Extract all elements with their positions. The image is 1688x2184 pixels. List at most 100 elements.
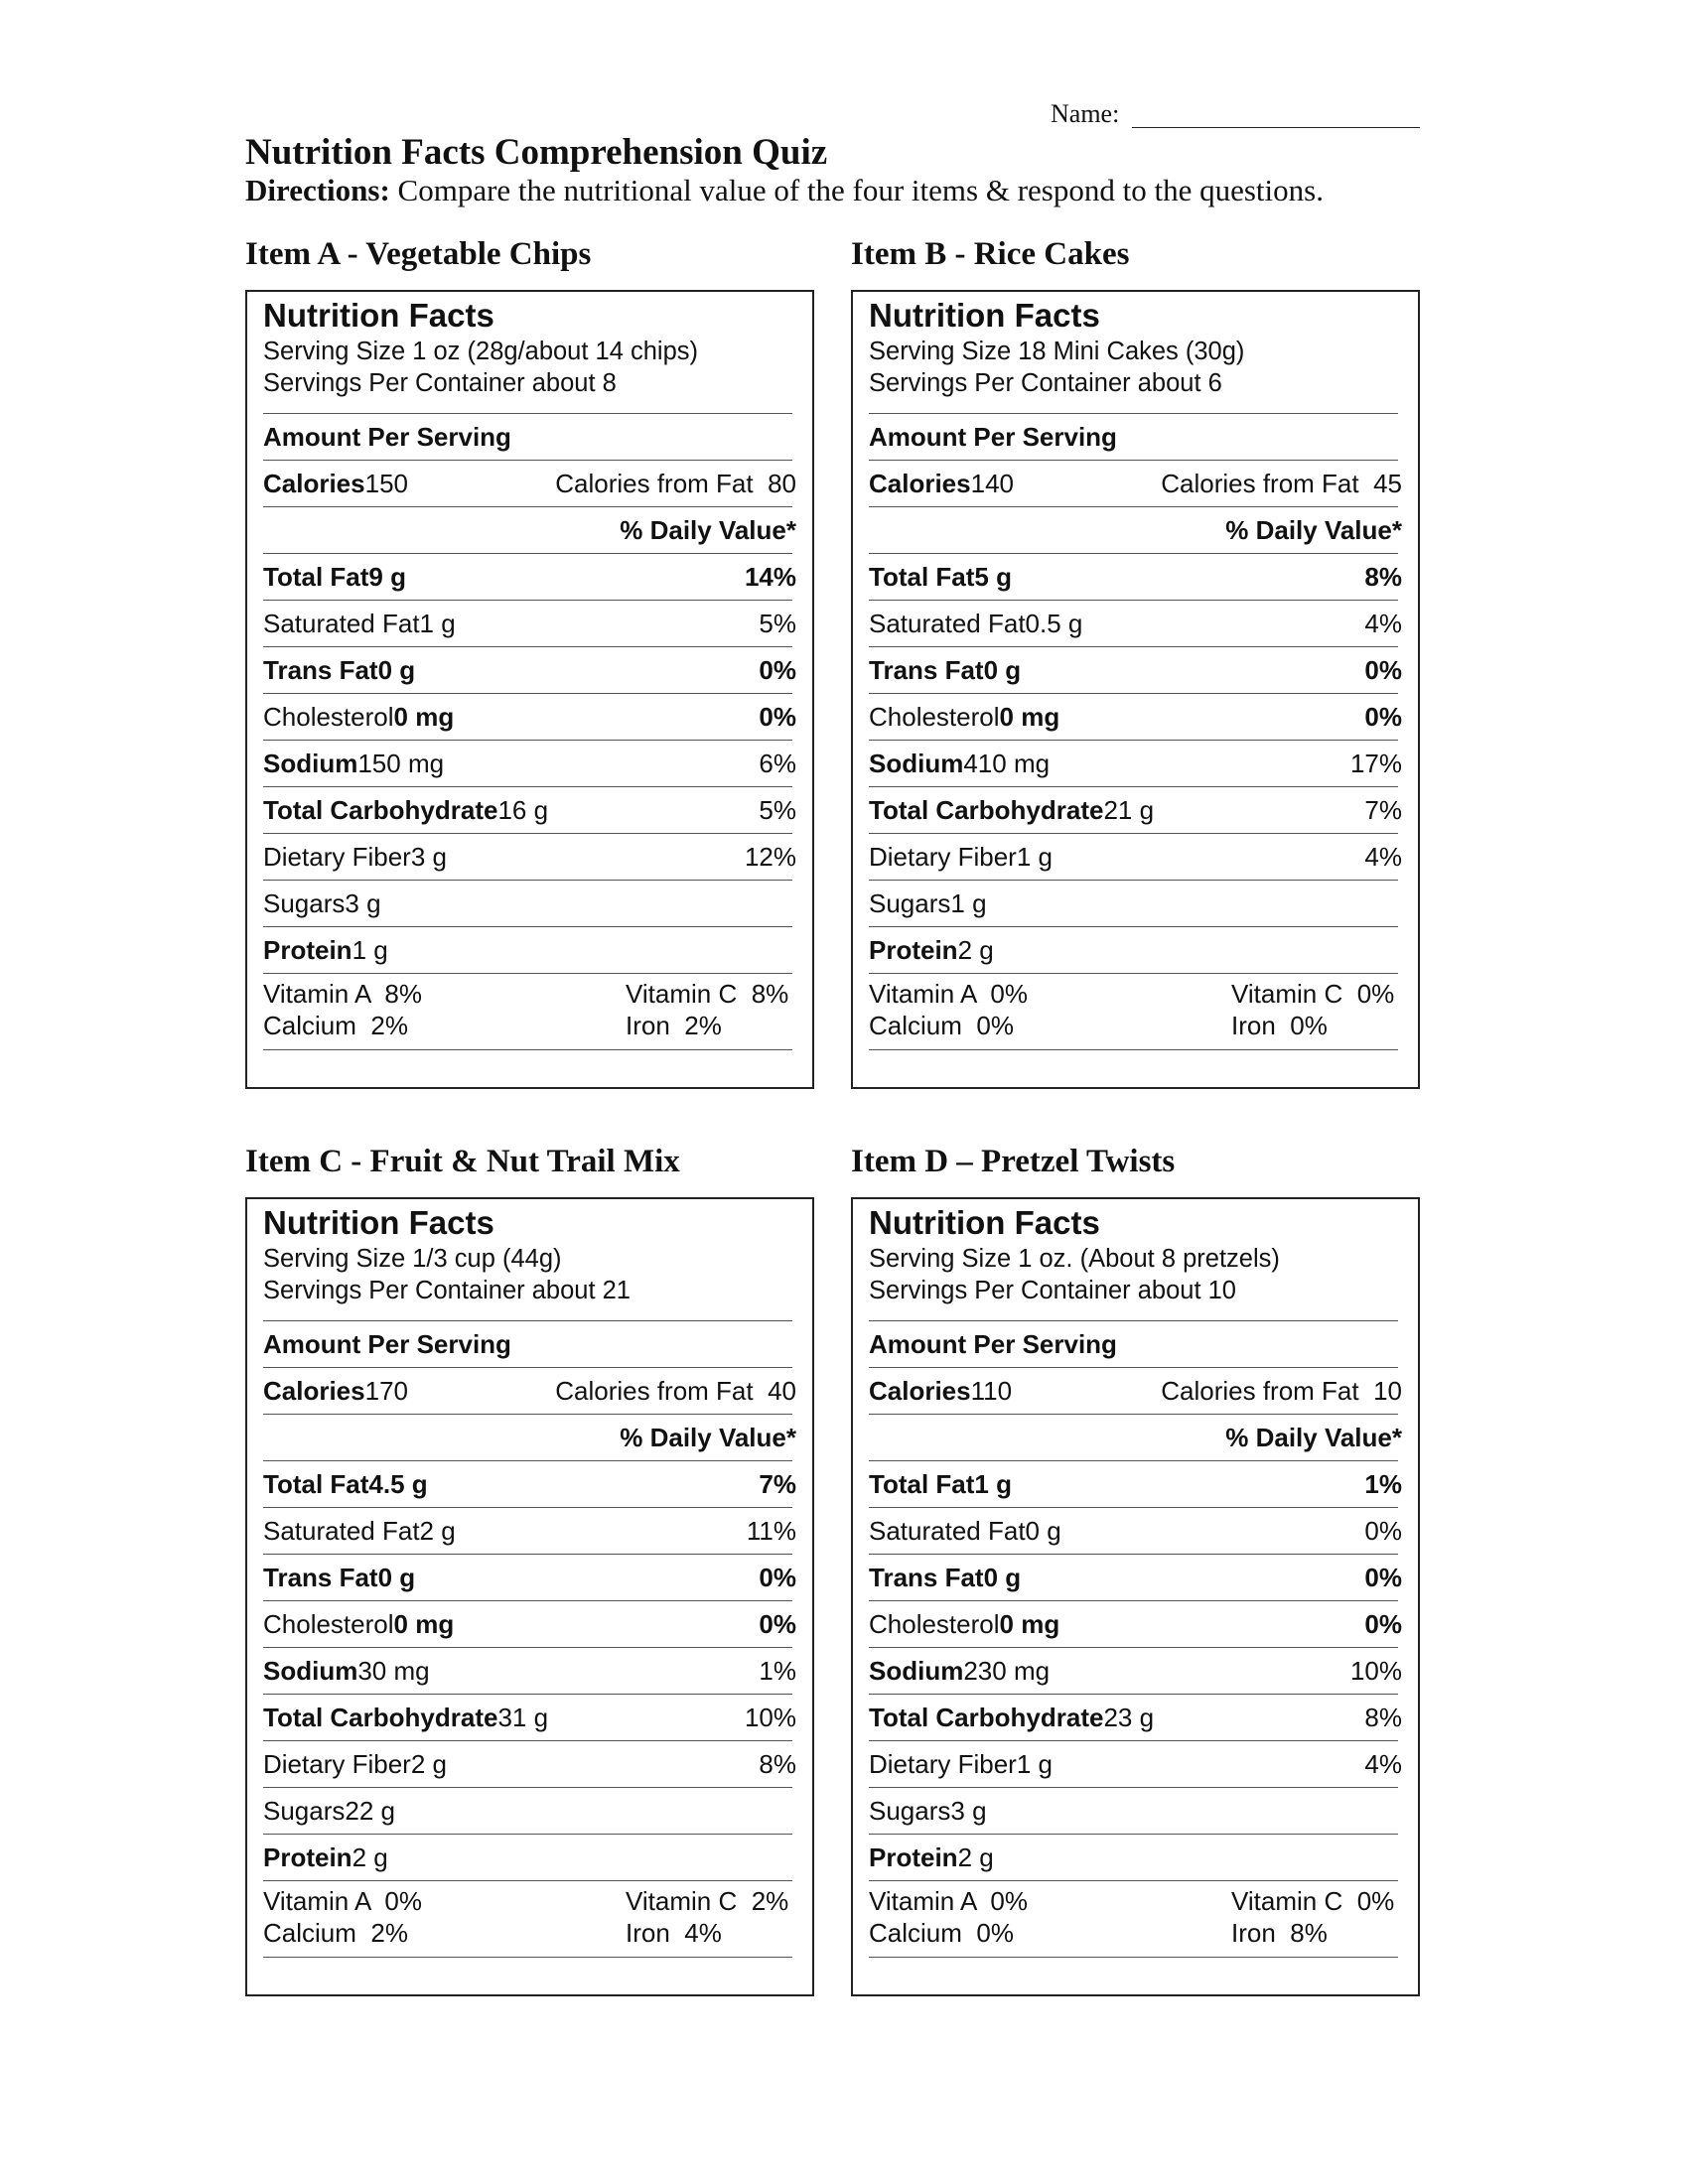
nutrient-amount: 1 g <box>1016 841 1053 872</box>
daily-value: 10% <box>744 1702 796 1732</box>
nutrient-amount: 2 g <box>957 1842 994 1872</box>
nutrient-name: Sodium <box>263 748 358 778</box>
vitamin-value: 8% <box>384 978 422 1009</box>
vitamin-line: Calcium 2% Iron 2% <box>263 1010 792 1041</box>
nutrient-amount: 0 mg <box>393 701 455 732</box>
nutrient-row: Total Carbohydrate 21 g 7% <box>869 786 1402 833</box>
nutrient-name: Dietary Fiber <box>263 1748 411 1779</box>
nutrient-row: Cholesterol 0 mg 0% <box>869 693 1402 740</box>
dv-header-row: % Daily Value* <box>869 506 1402 553</box>
vitamin: Vitamin C 0% <box>1231 1886 1394 1917</box>
daily-value: 0% <box>759 701 796 732</box>
nutrient-amount: 1 g <box>950 887 987 918</box>
nutrient-amount: 30 mg <box>357 1655 430 1686</box>
calories-label: Calories <box>869 1375 971 1406</box>
directions: Directions: Compare the nutritional valu… <box>245 173 1324 208</box>
label-title: Nutrition Facts <box>263 297 494 334</box>
nutrient-name: Total Carbohydrate <box>869 1702 1104 1732</box>
nutrient-name: Sugars <box>263 887 346 918</box>
amount-row: Amount Per Serving <box>869 413 1398 460</box>
nutrient-amount: 0 g <box>377 654 416 685</box>
nutrient-row: Trans Fat 0 g 0% <box>869 1554 1402 1600</box>
nutrient-amount: 1 g <box>352 934 388 965</box>
vitamin-value: 2% <box>370 1010 408 1040</box>
nutrient-row: Total Fat 4.5 g 7% <box>263 1460 796 1507</box>
vitamin-name: Iron <box>626 1010 670 1040</box>
vitamin-value: 0% <box>990 1885 1028 1916</box>
nutrient-row: Dietary Fiber 3 g 12% <box>263 833 796 880</box>
item-heading: Item D – Pretzel Twists <box>851 1144 1176 1179</box>
vitamin: Vitamin C 2% <box>626 1886 788 1917</box>
vitamin-name: Calcium <box>263 1010 356 1040</box>
nutrient-row: Sodium 230 mg 10% <box>869 1647 1402 1694</box>
daily-value: 0% <box>1364 654 1402 685</box>
item-heading: Item A - Vegetable Chips <box>245 236 592 272</box>
vitamin-line: Calcium 0% Iron 8% <box>869 1917 1398 1949</box>
vitamin-value: 0% <box>976 1917 1014 1948</box>
amount-row: Amount Per Serving <box>263 1320 792 1367</box>
nutrient-amount: 3 g <box>345 887 381 918</box>
calories-value: 150 <box>364 468 408 498</box>
vitamin: Calcium 0% <box>869 1011 1014 1041</box>
nutrient-name: Total Fat <box>263 561 369 592</box>
calories-row: Calories 110 Calories from Fat 10 <box>869 1367 1402 1414</box>
nutrient-row: Protein 2 g <box>869 1834 1398 1880</box>
vitamin-line: Vitamin A 8% Vitamin C 8% <box>263 978 792 1010</box>
nutrient-amount: 3 g <box>410 841 447 872</box>
nutrient-name: Protein <box>263 1842 352 1872</box>
nutrient-row: Cholesterol 0 mg 0% <box>869 1600 1402 1647</box>
nutrient-row: Cholesterol 0 mg 0% <box>263 1600 796 1647</box>
daily-value: 8% <box>1364 1702 1402 1732</box>
nutrient-name: Trans Fat <box>869 654 984 685</box>
vitamin-name: Vitamin A <box>869 1885 976 1916</box>
nutrient-name: Cholesterol <box>263 701 394 732</box>
calories-value: 170 <box>364 1375 408 1406</box>
nutrient-row: Saturated Fat 1 g 5% <box>263 600 796 646</box>
daily-value: 0% <box>759 1562 796 1592</box>
calories-from-fat-label: Calories from Fat <box>555 468 754 498</box>
nutrient-name: Cholesterol <box>263 1608 394 1639</box>
vitamin-name: Iron <box>1231 1917 1276 1948</box>
dv-header-row: % Daily Value* <box>263 506 796 553</box>
nutrient-name: Sodium <box>869 1655 964 1686</box>
daily-value: 14% <box>744 561 796 592</box>
nutrient-row: Dietary Fiber 1 g 4% <box>869 1740 1402 1787</box>
vitamin: Calcium 0% <box>869 1918 1014 1949</box>
label-body: Nutrition Facts Serving Size 18 Mini Cake… <box>869 296 1402 1050</box>
nutrition-label: Nutrition Facts Serving Size 18 Mini Cake… <box>851 290 1420 1089</box>
calories-from-fat-label: Calories from Fat <box>1161 468 1359 498</box>
vitamin-name: Vitamin A <box>263 1885 370 1916</box>
nutrient-row: Trans Fat 0 g 0% <box>263 646 796 693</box>
quiz-title: Nutrition Facts Comprehension Quiz <box>245 132 828 173</box>
nutrient-amount: 0 g <box>983 1562 1022 1592</box>
end-rule <box>869 1957 1398 1958</box>
daily-value: 1% <box>1364 1468 1402 1499</box>
servings-per-container: Servings Per Container about 10 <box>869 1277 1236 1304</box>
daily-value: 4% <box>1364 1748 1402 1779</box>
nutrient-amount: 9 g <box>368 561 406 592</box>
nutrient-amount: 22 g <box>345 1795 395 1826</box>
calories-row: Calories 170 Calories from Fat 40 <box>263 1367 796 1414</box>
daily-value: 10% <box>1349 1655 1402 1686</box>
nutrient-name: Saturated Fat <box>263 608 420 638</box>
amount-per-serving: Amount Per Serving <box>263 1328 511 1359</box>
nutrient-name: Sugars <box>263 1795 346 1826</box>
daily-value: 0% <box>759 1608 796 1639</box>
nutrient-amount: 150 mg <box>357 748 445 778</box>
nutrient-name: Total Carbohydrate <box>263 1702 498 1732</box>
servings-per-container: Servings Per Container about 6 <box>869 369 1222 397</box>
vitamin: Calcium 2% <box>263 1011 408 1041</box>
nutrient-name: Sodium <box>263 1655 358 1686</box>
amount-row: Amount Per Serving <box>869 1320 1398 1367</box>
nutrient-row: Sugars 22 g <box>263 1787 792 1834</box>
nutrient-row: Trans Fat 0 g 0% <box>869 646 1402 693</box>
daily-value: 11% <box>746 1515 796 1546</box>
vitamin-value: 0% <box>384 1885 422 1916</box>
calories-from-fat-value: 45 <box>1373 468 1402 498</box>
vitamin-value: 2% <box>684 1010 722 1040</box>
nutrient-name: Total Carbohydrate <box>263 794 498 825</box>
nutrient-name: Protein <box>869 1842 958 1872</box>
vitamins: Vitamin A 0% Vitamin C 2% Calcium 2% Iron 4… <box>263 1880 792 1949</box>
nutrition-label: Nutrition Facts Serving Size 1 oz. (About… <box>851 1197 1420 1996</box>
daily-value: 5% <box>759 608 796 638</box>
